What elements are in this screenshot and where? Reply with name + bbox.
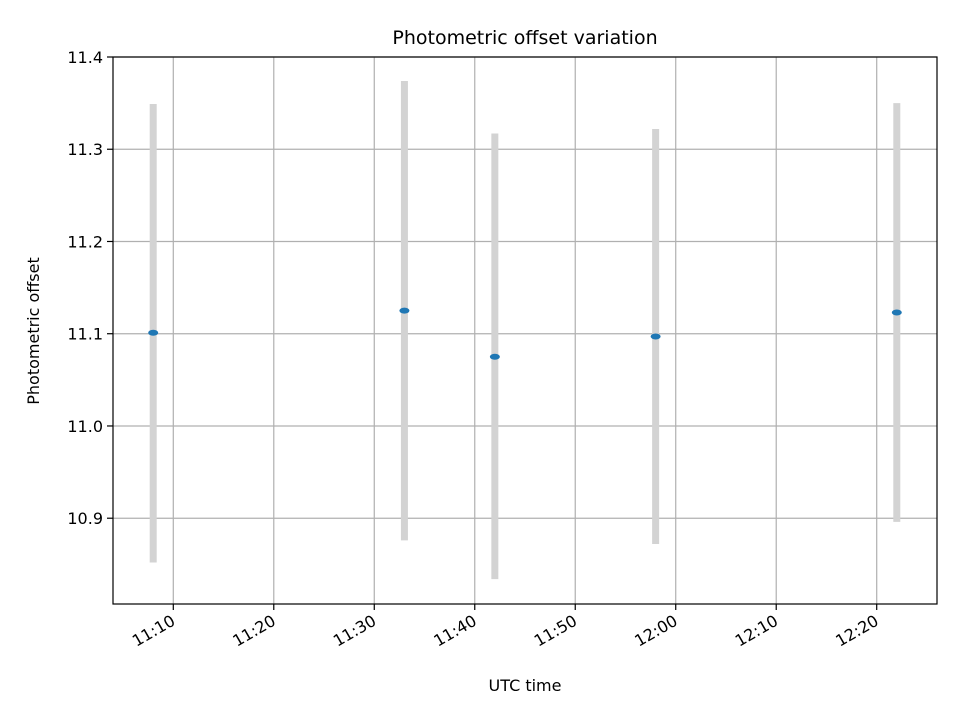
data-point xyxy=(489,353,500,360)
data-point xyxy=(650,333,661,340)
chart-title: Photometric offset variation xyxy=(392,27,657,49)
y-tick-label: 10.9 xyxy=(67,509,103,528)
data-point xyxy=(148,329,159,336)
point-layer xyxy=(148,307,902,360)
axes-frame xyxy=(112,56,938,605)
y-tick-label: 11.2 xyxy=(67,232,103,251)
y-tick-label: 11.4 xyxy=(67,48,103,67)
x-axis-title: UTC time xyxy=(489,676,562,695)
data-point xyxy=(891,309,902,316)
y-tick-label: 11.0 xyxy=(67,417,103,436)
y-tick-label: 11.3 xyxy=(67,140,103,159)
y-axis-title: Photometric offset xyxy=(24,257,43,405)
data-point xyxy=(399,307,410,314)
y-tick-label: 11.1 xyxy=(67,325,103,344)
y-axis-ticks: 10.9 11.0 11.1 11.2 11.3 11.4 xyxy=(67,48,113,528)
